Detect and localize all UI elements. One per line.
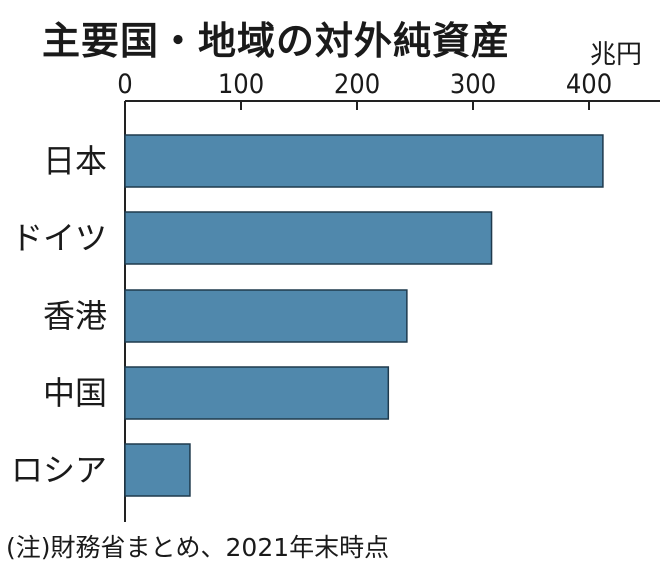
x-tick-label: 0 [117,69,132,100]
bar [124,443,191,497]
x-tick-label: 300 [450,69,496,100]
bar [124,289,408,343]
category-label: 日本 [43,142,107,180]
bar [124,211,493,265]
category-label: ドイツ [11,219,107,257]
category-label: ロシア [11,451,107,489]
chart-title: 主要国・地域の対外純資産 [42,19,511,63]
bar [124,366,390,420]
bar [124,134,604,188]
category-label: 香港 [43,297,107,335]
x-tick-label: 100 [218,69,264,100]
footnote: (注)財務省まとめ、2021年末時点 [6,533,390,562]
category-label: 中国 [43,374,107,412]
x-tick-label: 400 [566,69,612,100]
unit-label: 兆円 [590,40,643,70]
x-tick-label: 200 [334,69,380,100]
